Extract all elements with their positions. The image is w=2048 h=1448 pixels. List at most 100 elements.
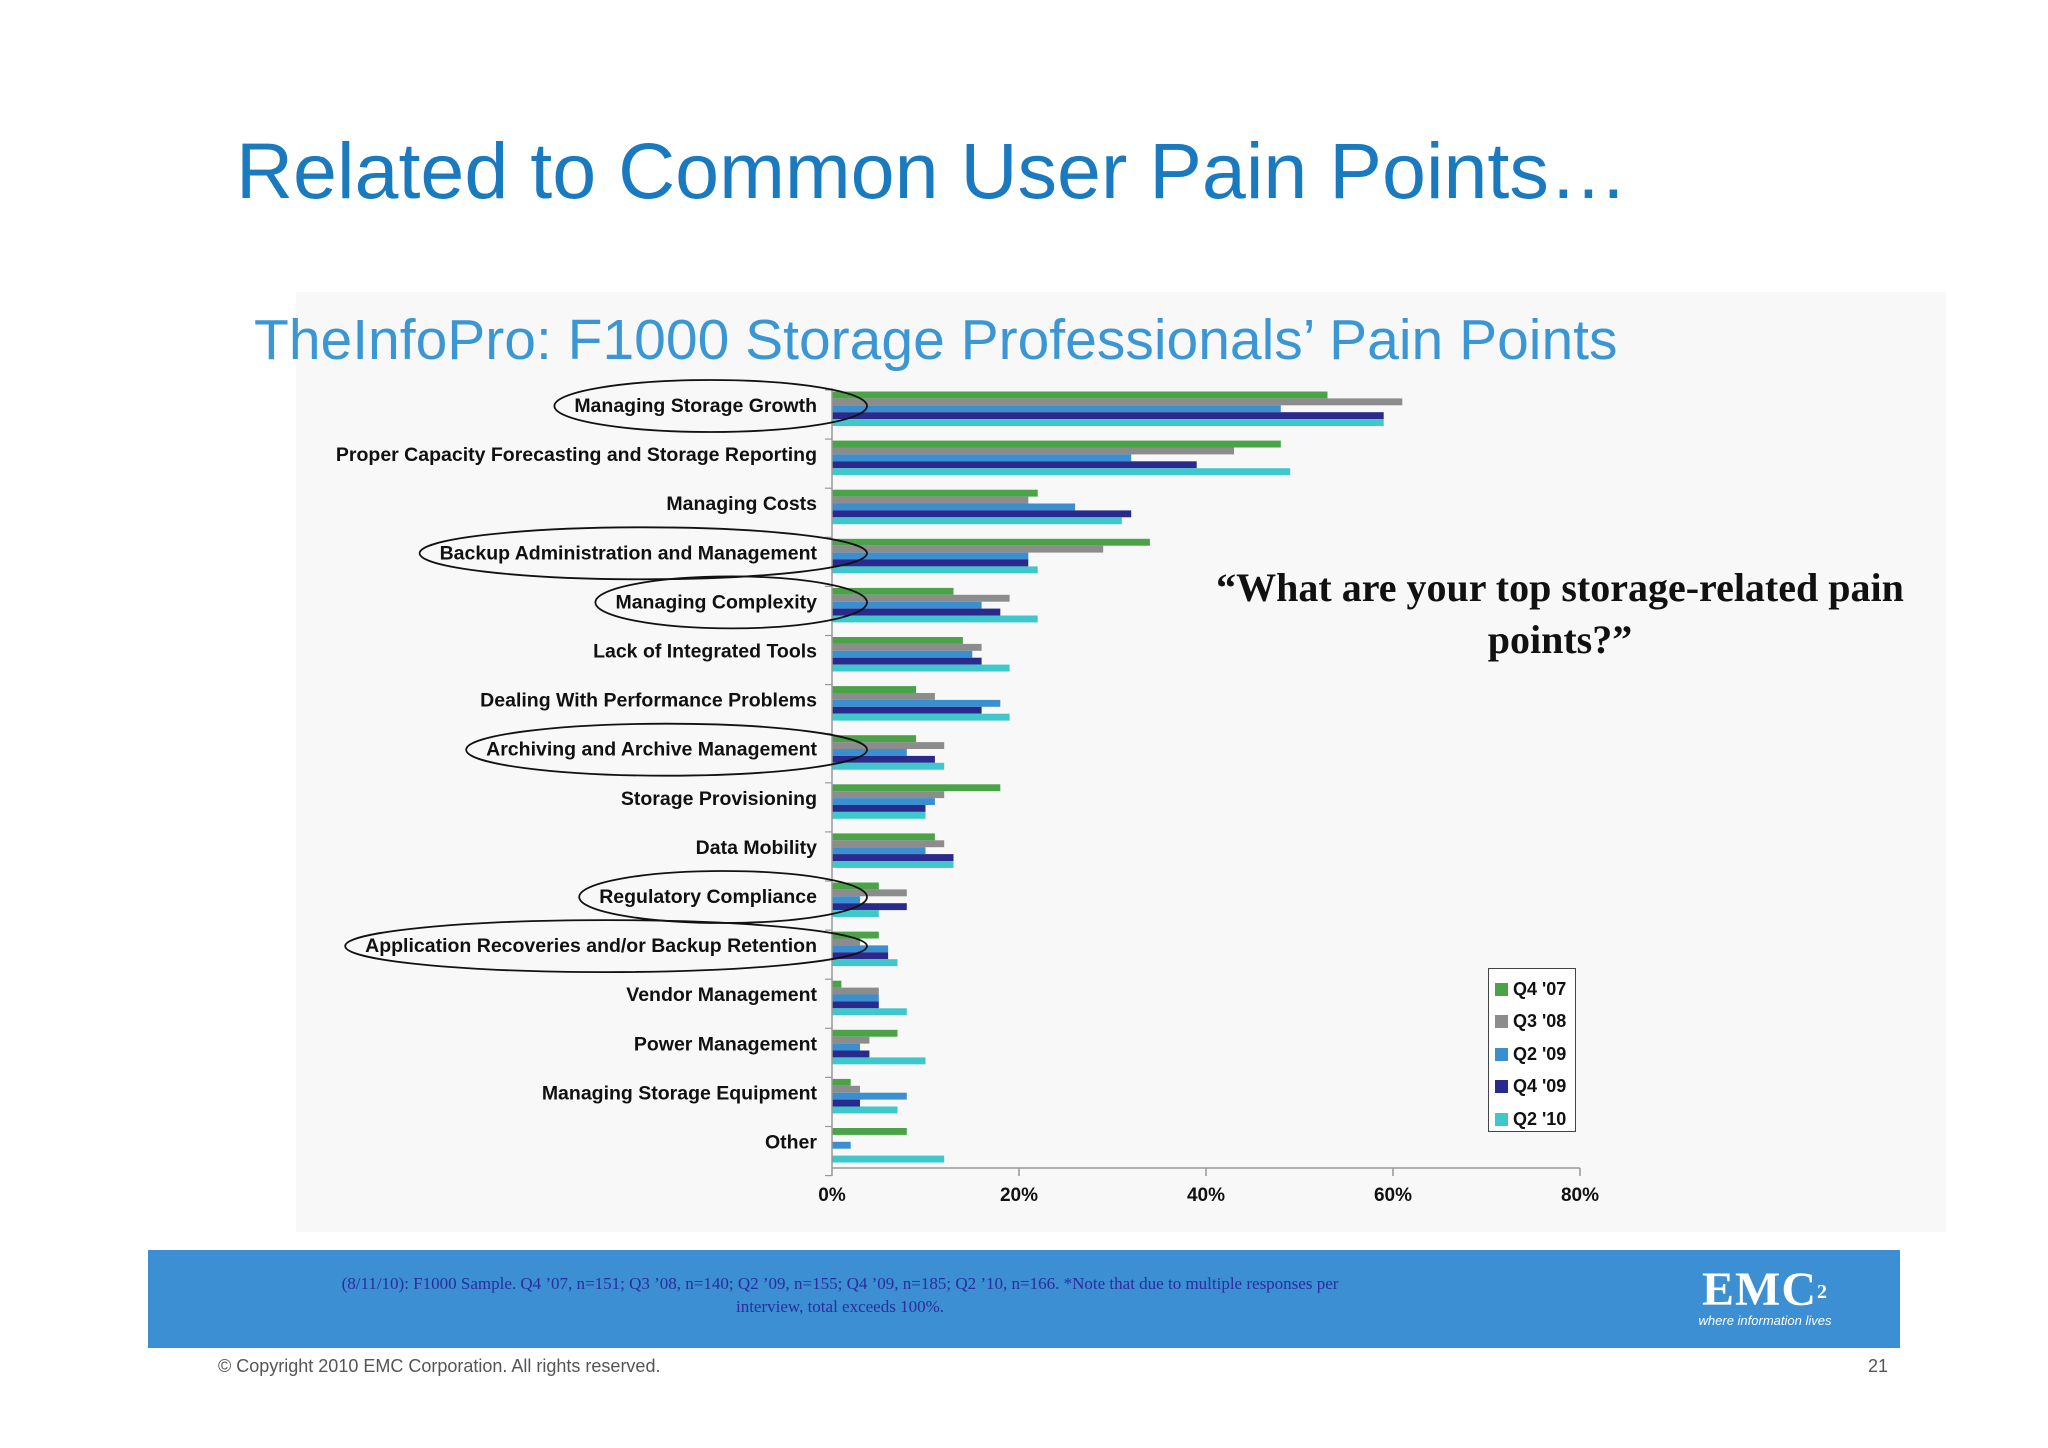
bar xyxy=(832,791,945,799)
category-label: Vendor Management xyxy=(626,984,817,1006)
bar xyxy=(832,755,935,763)
bar xyxy=(832,959,898,967)
bar xyxy=(832,398,1403,406)
bar xyxy=(832,510,1132,518)
legend-label: Q2 '09 xyxy=(1513,1043,1567,1064)
category-label: Regulatory Compliance xyxy=(599,886,817,908)
x-tick-label: 0% xyxy=(818,1185,846,1206)
x-tick-label: 80% xyxy=(1561,1185,1599,1206)
bar xyxy=(832,496,1029,504)
bar xyxy=(832,545,1104,553)
legend-swatch xyxy=(1495,1112,1508,1126)
bar xyxy=(832,405,1281,413)
bar xyxy=(832,489,1038,497)
legend-label: Q4 '07 xyxy=(1513,978,1567,999)
legend-label: Q4 '09 xyxy=(1513,1076,1567,1097)
bar-group xyxy=(832,686,1010,721)
bar xyxy=(832,1029,898,1037)
survey-question: “What are your top storage-related pain … xyxy=(1216,565,1904,662)
copyright-notice: © Copyright 2010 EMC Corporation. All ri… xyxy=(218,1356,661,1376)
bar xyxy=(832,938,860,946)
bar xyxy=(832,412,1384,420)
bar-group xyxy=(832,931,898,967)
bar-group xyxy=(832,391,1403,426)
bar-group xyxy=(832,538,1150,574)
bar xyxy=(832,749,907,756)
bar xyxy=(832,1036,870,1044)
category-label: Lack of Integrated Tools xyxy=(593,641,817,663)
bar xyxy=(832,994,879,1002)
category-label: Archiving and Archive Management xyxy=(486,739,817,761)
bar xyxy=(832,735,917,743)
annotation-ellipse xyxy=(418,526,868,581)
bar xyxy=(832,552,1029,560)
bar xyxy=(832,1085,860,1093)
bar xyxy=(832,1078,851,1086)
bar xyxy=(832,566,1038,574)
bar xyxy=(832,587,954,595)
legend-label: Q3 '08 xyxy=(1513,1011,1567,1032)
legend-swatch xyxy=(1495,1080,1508,1094)
category-label: Managing Complexity xyxy=(615,591,817,613)
bar xyxy=(832,517,1122,525)
bar xyxy=(832,1141,851,1149)
bar xyxy=(832,889,907,897)
bar xyxy=(832,440,1281,448)
bar xyxy=(832,903,907,911)
bar-group xyxy=(832,587,1038,623)
bar-group xyxy=(832,637,1010,672)
bar-group xyxy=(832,980,907,1016)
bar xyxy=(832,391,1328,399)
category-label: Storage Provisioning xyxy=(621,788,817,810)
footer-note: (8/11/10): F1000 Sample. Q4 ’07, n=151; … xyxy=(341,1274,1339,1316)
annotation-ellipse xyxy=(553,379,868,433)
category-label: Application Recoveries and/or Backup Ret… xyxy=(365,935,817,957)
bar xyxy=(832,713,1010,721)
bar-group xyxy=(832,735,945,770)
bar xyxy=(832,784,1001,792)
bar xyxy=(832,1043,860,1051)
category-label: Other xyxy=(765,1132,817,1154)
bar-group xyxy=(832,1128,945,1163)
bar xyxy=(832,1099,860,1107)
category-labels-layer: Managing Storage Growth Proper Capacity F… xyxy=(336,395,818,1154)
bar xyxy=(832,643,982,651)
category-label: Managing Storage Equipment xyxy=(542,1082,818,1104)
bar xyxy=(832,1092,907,1100)
category-label: Data Mobility xyxy=(696,837,817,859)
category-label: Backup Administration and Management xyxy=(440,542,818,564)
bar xyxy=(832,559,1029,567)
category-label: Proper Capacity Forecasting and Storage … xyxy=(336,444,817,466)
bar xyxy=(832,833,935,841)
bar xyxy=(832,693,935,700)
bar xyxy=(832,686,917,693)
bar xyxy=(832,615,1038,623)
bar xyxy=(832,657,982,665)
bar xyxy=(832,952,889,960)
bar xyxy=(832,805,926,812)
category-label: Power Management xyxy=(634,1033,818,1055)
bar xyxy=(832,447,1234,455)
bar xyxy=(832,699,1001,707)
x-tick-label: 60% xyxy=(1374,1185,1412,1206)
bar xyxy=(832,468,1291,476)
bar xyxy=(832,1008,907,1016)
legend-swatch xyxy=(1495,982,1508,996)
annotation-ellipse xyxy=(465,722,868,777)
bar-group xyxy=(832,1078,907,1114)
bar xyxy=(832,1050,870,1058)
bar xyxy=(832,650,973,658)
bar xyxy=(832,503,1076,511)
bar xyxy=(832,538,1150,546)
annotation-ellipse xyxy=(344,919,868,973)
annotation-ellipses-layer xyxy=(344,379,868,973)
slide-title: Related to Common User Pain Points… xyxy=(236,126,1628,215)
category-label: Managing Storage Growth xyxy=(574,395,817,417)
bar xyxy=(832,664,1010,672)
bar xyxy=(832,762,945,770)
bar-group xyxy=(832,833,954,868)
chart-legend: Q4 '07 Q3 '08 Q2 '09 Q4 '09 Q2 '10 xyxy=(1488,968,1576,1132)
bar xyxy=(832,910,879,917)
bar xyxy=(832,798,935,805)
bar xyxy=(832,1001,879,1009)
